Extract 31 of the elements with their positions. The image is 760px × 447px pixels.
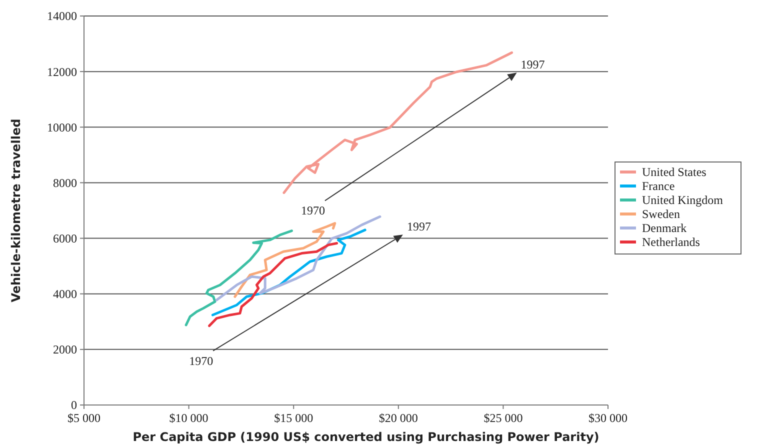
line-series — [215, 215, 382, 302]
legend-label: United States — [642, 165, 707, 180]
legend-label: Denmark — [642, 221, 687, 236]
line-series — [184, 230, 293, 326]
legend-label: Netherlands — [642, 235, 700, 250]
y-tick-label: 4000 — [53, 287, 77, 302]
y-tick-label: 8000 — [53, 176, 77, 190]
y-tick-label: 0 — [71, 398, 77, 412]
x-tick-label: $10 000 — [169, 411, 208, 425]
legend-label: United Kingdom — [642, 193, 724, 208]
y-tick-label: 12000 — [47, 64, 77, 79]
x-tick-label: $15 000 — [274, 411, 314, 425]
y-tick-label: 2000 — [53, 342, 77, 357]
annotation: 1997 — [520, 58, 545, 72]
x-tick-label: $5 000 — [68, 411, 100, 425]
line-series — [208, 242, 338, 328]
legend-label: Sweden — [642, 207, 680, 222]
line-series — [234, 222, 336, 298]
x-tick-label: $20 000 — [378, 411, 418, 425]
x-tick-label: $30 000 — [588, 411, 628, 425]
x-axis-title: Per Capita GDP (1990 US$ converted using Purchasing Power Parity) — [132, 430, 600, 444]
y-tick-label: 10000 — [47, 120, 77, 134]
y-axis-title: Vehicle-kilometre travelled — [9, 118, 23, 302]
annotation: 1970 — [189, 354, 214, 368]
annotation: 1997 — [406, 220, 431, 234]
x-tick-label: $25 000 — [484, 411, 523, 425]
y-tick-label: 14000 — [47, 9, 77, 24]
legend-label: France — [642, 179, 675, 194]
annotation: 1970 — [300, 204, 325, 218]
line-series — [282, 51, 514, 194]
y-tick-label: 6000 — [53, 231, 77, 246]
